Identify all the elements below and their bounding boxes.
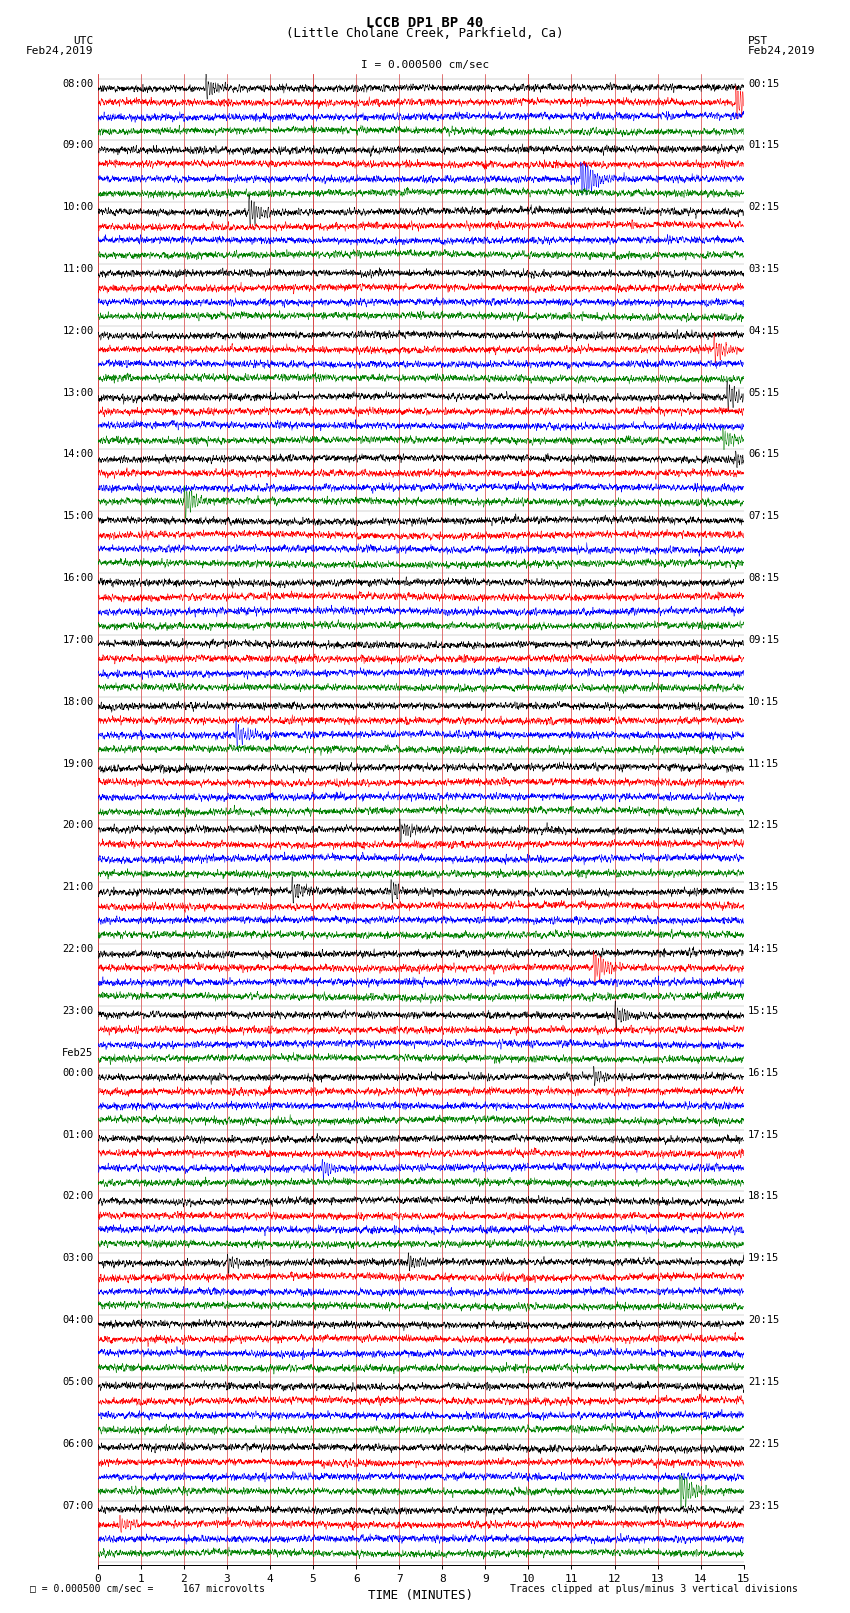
Text: 23:00: 23:00 <box>62 1007 94 1016</box>
Text: 21:15: 21:15 <box>748 1378 779 1387</box>
Text: 14:15: 14:15 <box>748 944 779 955</box>
Text: 13:00: 13:00 <box>62 387 94 398</box>
Text: PST: PST <box>748 35 768 45</box>
Text: 22:15: 22:15 <box>748 1439 779 1448</box>
Text: Feb24,2019: Feb24,2019 <box>26 47 94 56</box>
Text: LCCB DP1 BP 40: LCCB DP1 BP 40 <box>366 16 484 31</box>
Text: 19:00: 19:00 <box>62 758 94 769</box>
Text: 15:15: 15:15 <box>748 1007 779 1016</box>
Text: 18:15: 18:15 <box>748 1192 779 1202</box>
Text: 06:15: 06:15 <box>748 450 779 460</box>
Text: 07:00: 07:00 <box>62 1500 94 1511</box>
Text: 08:15: 08:15 <box>748 573 779 584</box>
Text: 16:15: 16:15 <box>748 1068 779 1077</box>
Text: 21:00: 21:00 <box>62 882 94 892</box>
Text: 12:15: 12:15 <box>748 821 779 831</box>
Text: 02:15: 02:15 <box>748 202 779 213</box>
Text: 05:15: 05:15 <box>748 387 779 398</box>
Text: 01:15: 01:15 <box>748 140 779 150</box>
Text: 20:00: 20:00 <box>62 821 94 831</box>
Text: 01:00: 01:00 <box>62 1129 94 1140</box>
X-axis label: TIME (MINUTES): TIME (MINUTES) <box>368 1589 473 1602</box>
Text: □ = 0.000500 cm/sec =     167 microvolts: □ = 0.000500 cm/sec = 167 microvolts <box>30 1584 264 1594</box>
Text: 18:00: 18:00 <box>62 697 94 706</box>
Text: 13:15: 13:15 <box>748 882 779 892</box>
Text: 10:00: 10:00 <box>62 202 94 213</box>
Text: 10:15: 10:15 <box>748 697 779 706</box>
Text: 11:15: 11:15 <box>748 758 779 769</box>
Text: 20:15: 20:15 <box>748 1315 779 1326</box>
Text: 03:15: 03:15 <box>748 265 779 274</box>
Text: 02:00: 02:00 <box>62 1192 94 1202</box>
Text: 06:00: 06:00 <box>62 1439 94 1448</box>
Text: 05:00: 05:00 <box>62 1378 94 1387</box>
Text: 08:00: 08:00 <box>62 79 94 89</box>
Text: 15:00: 15:00 <box>62 511 94 521</box>
Text: 11:00: 11:00 <box>62 265 94 274</box>
Text: Traces clipped at plus/minus 3 vertical divisions: Traces clipped at plus/minus 3 vertical … <box>510 1584 798 1594</box>
Text: 00:15: 00:15 <box>748 79 779 89</box>
Text: 12:00: 12:00 <box>62 326 94 336</box>
Text: 04:00: 04:00 <box>62 1315 94 1326</box>
Text: 17:00: 17:00 <box>62 636 94 645</box>
Text: 22:00: 22:00 <box>62 944 94 955</box>
Text: 14:00: 14:00 <box>62 450 94 460</box>
Text: UTC: UTC <box>73 35 94 45</box>
Text: 00:00: 00:00 <box>62 1068 94 1077</box>
Text: Feb25: Feb25 <box>62 1048 94 1058</box>
Text: 19:15: 19:15 <box>748 1253 779 1263</box>
Text: I = 0.000500 cm/sec: I = 0.000500 cm/sec <box>361 60 489 69</box>
Text: 04:15: 04:15 <box>748 326 779 336</box>
Text: (Little Cholane Creek, Parkfield, Ca): (Little Cholane Creek, Parkfield, Ca) <box>286 27 564 40</box>
Text: 07:15: 07:15 <box>748 511 779 521</box>
Text: 09:15: 09:15 <box>748 636 779 645</box>
Text: 17:15: 17:15 <box>748 1129 779 1140</box>
Text: 23:15: 23:15 <box>748 1500 779 1511</box>
Text: 16:00: 16:00 <box>62 573 94 584</box>
Text: Feb24,2019: Feb24,2019 <box>748 47 815 56</box>
Text: 03:00: 03:00 <box>62 1253 94 1263</box>
Text: 09:00: 09:00 <box>62 140 94 150</box>
